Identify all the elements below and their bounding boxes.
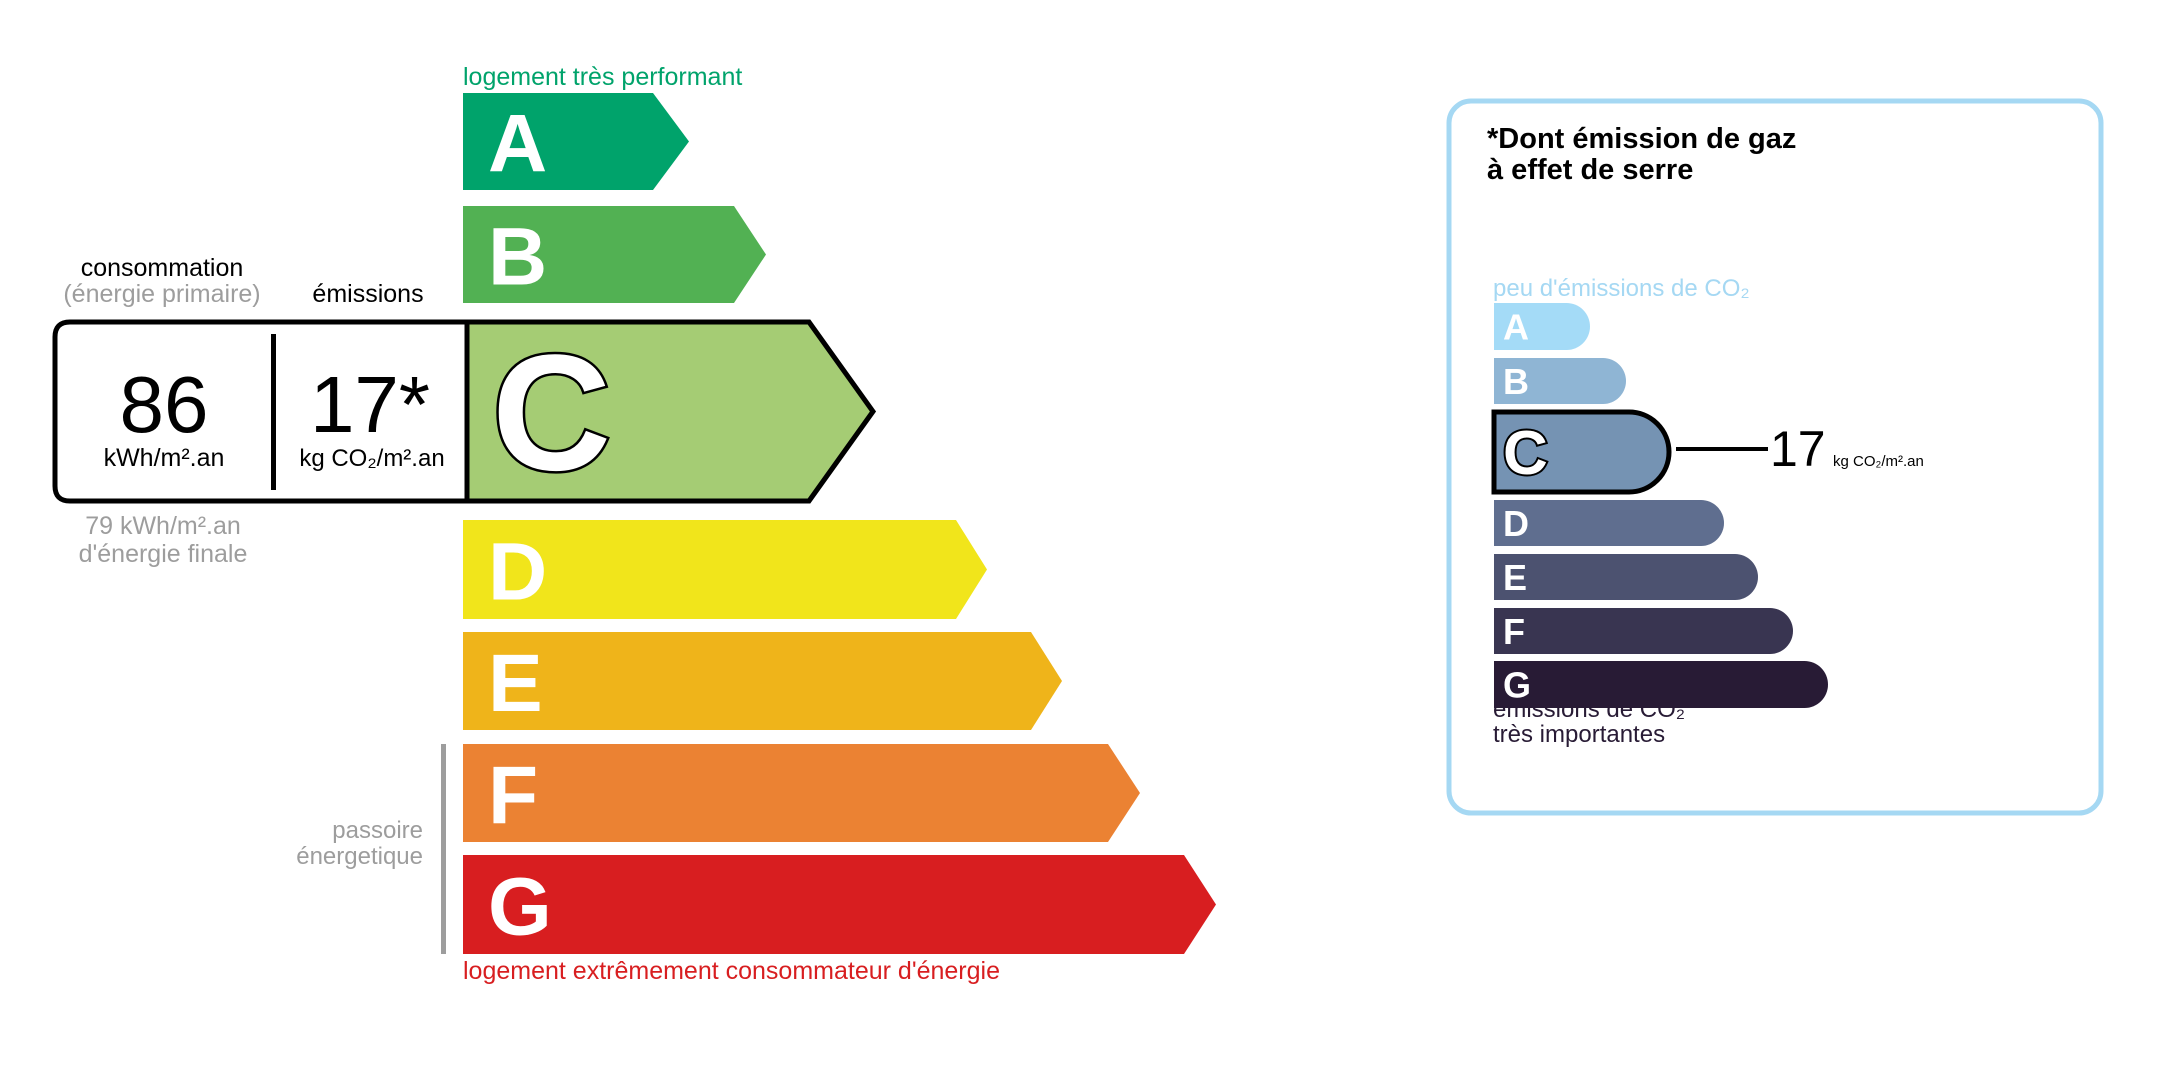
energy-letter-e: E	[488, 638, 543, 729]
energy-letter-b: B	[488, 212, 547, 303]
energy-bar-b	[463, 206, 766, 303]
energy-class-e: E	[463, 632, 1062, 730]
passoire-label-1: passoire	[332, 817, 423, 844]
ghg-title-2: à effet de serre	[1487, 154, 1693, 186]
ghg-class-c: C	[1491, 409, 1672, 495]
ghg-title-1: *Dont émission de gaz	[1487, 123, 1796, 155]
ghg-letter-a: A	[1503, 307, 1529, 348]
value-divider	[271, 334, 276, 490]
ghg-letter-b: B	[1503, 361, 1529, 402]
ghg-bar-e	[1494, 554, 1758, 600]
energy-class-c: C	[464, 318, 877, 507]
ghg-letter-c: C	[1503, 419, 1548, 488]
ghg-letter-e: E	[1503, 557, 1527, 598]
energy-letter-a: A	[488, 99, 547, 190]
ghg-bar-g	[1494, 661, 1828, 708]
ghg-unit: kg CO₂/m².an	[1833, 453, 1924, 470]
ghg-bar-f	[1494, 608, 1793, 654]
ghg-letter-d: D	[1503, 503, 1529, 544]
energy-top-label: logement très performant	[463, 63, 742, 91]
energy-letter-f: F	[488, 750, 538, 841]
passoire-bracket	[441, 744, 446, 954]
ghg-letter-g: G	[1503, 665, 1531, 706]
energy-class-g: G	[463, 855, 1216, 954]
energy-class-d: D	[463, 520, 987, 619]
final-energy-label: d'énergie finale	[79, 540, 248, 568]
emissions-value: 17*	[310, 360, 430, 449]
energy-bar-f	[463, 744, 1140, 842]
energy-class-f: F	[463, 744, 1140, 842]
ghg-pointer-line	[1676, 447, 1768, 451]
energy-bar-a	[463, 93, 689, 190]
consumption-value: 86	[120, 360, 209, 449]
energy-letter-g: G	[488, 862, 552, 953]
energy-bar-d	[463, 520, 987, 619]
ghg-class-d: D	[1494, 500, 1724, 546]
energy-letter-d: D	[488, 527, 547, 618]
energy-class-b: B	[463, 206, 766, 303]
ghg-class-e: E	[1494, 554, 1758, 600]
final-energy-value: 79 kWh/m².an	[85, 512, 241, 540]
ghg-letter-f: F	[1503, 611, 1525, 652]
ghg-top-label: peu d'émissions de CO₂	[1493, 275, 1750, 302]
ghg-value: 17	[1770, 421, 1826, 477]
ghg-bar-a	[1494, 303, 1590, 350]
passoire-label-2: énergetique	[296, 843, 423, 870]
ghg-class-g: G	[1494, 661, 1828, 708]
energy-letter-c: C	[492, 321, 611, 505]
consumption-subheader: (énergie primaire)	[63, 280, 260, 308]
energy-bottom-label: logement extrêmement consommateur d'éner…	[463, 957, 1000, 985]
emissions-header: émissions	[312, 280, 423, 308]
ghg-bottom-label-1: émissions de CO₂	[1493, 696, 1685, 723]
ghg-class-a: A	[1494, 303, 1590, 350]
ghg-class-f: F	[1494, 608, 1793, 654]
energy-bar-g	[463, 855, 1216, 954]
ghg-bottom-label-2: très importantes	[1493, 721, 1665, 748]
consumption-unit: kWh/m².an	[104, 444, 225, 472]
ghg-class-b: B	[1494, 358, 1626, 404]
value-box	[52, 319, 470, 504]
energy-bar-e	[463, 632, 1062, 730]
consumption-header: consommation	[81, 254, 244, 282]
emissions-unit: kg CO₂/m².an	[299, 445, 444, 472]
ghg-bar-b	[1494, 358, 1626, 404]
ghg-bar-c	[1491, 409, 1672, 495]
ghg-bar-d	[1494, 500, 1724, 546]
energy-class-a: A	[463, 93, 689, 190]
